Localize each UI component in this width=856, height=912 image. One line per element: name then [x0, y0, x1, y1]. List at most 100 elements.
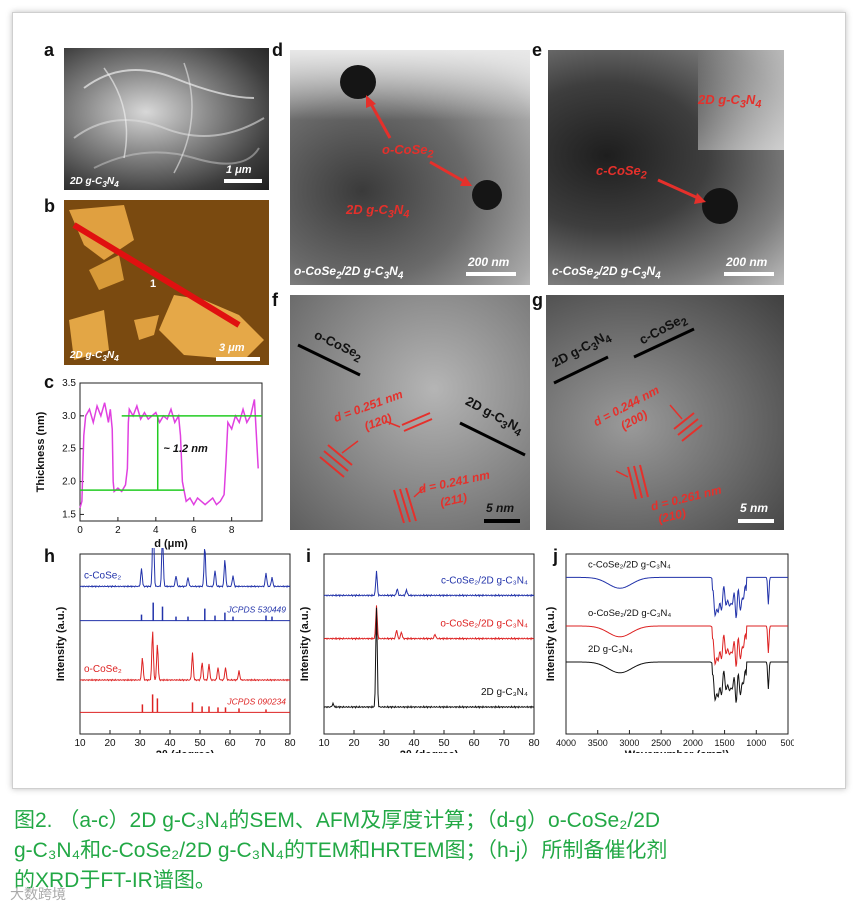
panel-label-i: i — [306, 546, 312, 566]
caption-line-3: 的XRD于FT-IR谱图。 — [14, 869, 216, 892]
x-tick-label: 1000 — [746, 738, 766, 748]
tem-e-scale-bar — [724, 272, 774, 276]
x-tick-label: 1500 — [715, 738, 735, 748]
sem-image: 2D g-C3N4 1 μm — [64, 48, 269, 190]
hrtem-g-marks — [553, 327, 703, 500]
panel-label-b: b — [44, 196, 55, 216]
hrtem-f-scale-label: 5 nm — [486, 501, 515, 515]
ftir-line-1 — [565, 625, 788, 667]
hrtem-f-marks — [297, 343, 526, 524]
hrtem-f-scale-bar — [484, 519, 520, 523]
x-tick-label: 50 — [194, 738, 206, 749]
x-tick-label: 10 — [318, 738, 330, 749]
tem-e-arrow — [657, 178, 706, 204]
y-tick-label: 2.0 — [62, 477, 76, 488]
tem-image-d: o-CoSe2 2D g-C3N4 o-CoSe2/2D g-C3N4 200 … — [290, 50, 530, 285]
x-tick-label: 3000 — [619, 738, 639, 748]
x-tick-label: 4000 — [556, 738, 576, 748]
afm-scale-label: 3 μm — [219, 342, 245, 354]
panel-label-d: d — [272, 40, 283, 60]
x-tick-label: 30 — [378, 738, 390, 749]
x-tick-label: 2000 — [683, 738, 703, 748]
xrd-chart-composites: 10 20 30 40 50 60 70 80 2θ (degree) Intensity (a.… — [299, 553, 540, 753]
height-annotation: ~ 1.2 nm — [163, 443, 208, 455]
tem-d-arrows — [366, 95, 472, 186]
afm-sample-label: 2D g-C3N4 — [70, 350, 119, 363]
xrd-chart-cose2: 10 20 30 40 50 60 70 80 2θ (degree) Intensity (a.… — [55, 548, 296, 753]
reference-label-0: JCPDS 530449 — [226, 605, 286, 615]
x-tick-label: 2500 — [651, 738, 671, 748]
xrd-line-1 — [79, 631, 291, 682]
xrd-line-0 — [79, 548, 291, 589]
plot-frame — [79, 382, 263, 522]
caption-line-2: g-C₃N₄和c-CoSe₂/2D g-C₃N₄的TEM和HRTEM图；（h-j… — [14, 839, 668, 862]
afm-texture — [69, 205, 264, 360]
panel-label-j: j — [553, 546, 559, 566]
x-tick-label: 70 — [254, 738, 266, 749]
tem-d-scale-label: 200 nm — [468, 255, 510, 269]
x-tick-label: 50 — [438, 738, 450, 749]
sem-texture — [73, 62, 265, 174]
x-tick-label: 3500 — [588, 738, 608, 748]
afm-line-profile — [72, 222, 241, 328]
series-label-0: c-CoSe₂ — [84, 570, 121, 581]
cose2-particle-1 — [340, 65, 376, 99]
tem-e-particle-label: c-CoSe2 — [596, 163, 647, 182]
figure: a 2D g-C3N4 1 μm b 1 2D g-C3N4 3 μm c — [35, 40, 794, 753]
x-tick-label: 80 — [284, 738, 296, 749]
panel-label-h: h — [44, 546, 55, 566]
series-label-0: c-CoSe₂/2D g-C₃N₄ — [588, 559, 671, 570]
x-axis-label: 2θ (degree) — [400, 749, 459, 753]
afm-line-marker: 1 — [150, 278, 157, 290]
tem-e-sample-label: c-CoSe2/2D g-C3N4 — [552, 264, 661, 282]
x-tick-label: 60 — [224, 738, 236, 749]
x-tick-label: 8 — [229, 525, 235, 536]
tem-d-scale-bar — [466, 272, 516, 276]
x-tick-label: 60 — [468, 738, 480, 749]
series-label-0: c-CoSe₂/2D g-C₃N₄ — [441, 575, 528, 586]
x-tick-label: 40 — [164, 738, 176, 749]
plot-frame — [565, 553, 789, 735]
x-tick-label: 500 — [780, 738, 794, 748]
y-tick-label: 1.5 — [62, 509, 76, 520]
x-tick-label: 20 — [348, 738, 360, 749]
panel-label-f: f — [272, 290, 278, 310]
tem-d-sample-label: o-CoSe2/2D g-C3N4 — [294, 264, 404, 282]
x-tick-label: 40 — [408, 738, 420, 749]
hrtem-g-scale-label: 5 nm — [740, 501, 769, 515]
panel-label-a: a — [44, 40, 55, 60]
plot-frame — [79, 553, 291, 735]
x-tick-label: 30 — [134, 738, 146, 749]
x-tick-label: 2 — [115, 525, 121, 536]
x-tick-label: 4 — [153, 525, 159, 536]
sem-scale-label: 1 μm — [226, 164, 252, 176]
thickness-chart: 0 2 4 6 8 1.5 2.0 2.5 3.0 3.5 d (μm) Thickness (nm)… — [35, 378, 263, 550]
y-axis-label: Intensity (a.u.) — [299, 606, 311, 681]
hrtem-image-g: 2D g-C3N4 c-CoSe2 d = 0.244 nm (200) d =… — [546, 295, 784, 530]
ftir-line-2 — [565, 661, 788, 703]
x-axis-label: 2θ (degree) — [156, 749, 215, 753]
tem-background — [290, 50, 530, 120]
series-label-2: 2D g-C₃N₄ — [481, 687, 528, 698]
x-tick-label: 20 — [104, 738, 116, 749]
plot-frame — [323, 553, 535, 735]
sem-scale-bar — [224, 179, 262, 183]
ftir-chart: 4000 3500 3000 2500 2000 1500 1000 500 Wavenumbe… — [545, 553, 794, 753]
tem-d-particle-label: o-CoSe2 — [382, 142, 434, 161]
tem-image-e: 2D g-C3N4 c-CoSe2 c-CoSe2/2D g-C3N4 200 … — [548, 50, 784, 285]
ftir-line-0 — [565, 576, 788, 619]
xrd-line-2 — [323, 607, 535, 709]
x-axis-label: Wavenumber (cm⁻¹) — [625, 749, 730, 753]
hrtem-image-f: o-CoSe2 2D g-C3N4 d = 0.251 nm (120) d =… — [290, 295, 530, 530]
x-axis-label: d (μm) — [154, 538, 188, 550]
x-tick-label: 0 — [77, 525, 83, 536]
x-tick-label: 80 — [528, 738, 540, 749]
series-label-1: o-CoSe₂ — [84, 664, 122, 675]
y-axis-label: Intensity (a.u.) — [545, 606, 557, 681]
panel-label-c: c — [44, 372, 55, 392]
cose2-particle-3 — [702, 188, 738, 224]
xrd-line-0 — [323, 570, 535, 598]
afm-image: 1 2D g-C3N4 3 μm — [64, 200, 269, 365]
xrd-line-1 — [323, 605, 535, 641]
hrtem-g-scale-bar — [738, 519, 774, 523]
